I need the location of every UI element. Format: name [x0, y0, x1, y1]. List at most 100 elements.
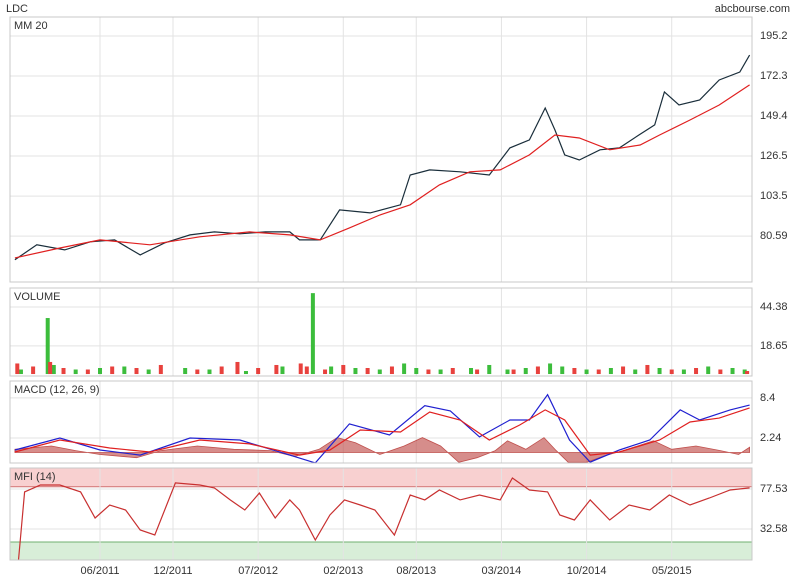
- volume-bar: [633, 369, 638, 375]
- line: [14, 84, 750, 259]
- volume-bar: [377, 369, 382, 375]
- volume-bar: [183, 368, 188, 375]
- volume-bar: [572, 368, 577, 375]
- volume-bar: [487, 364, 492, 375]
- volume-bar: [353, 368, 358, 375]
- y-tick-label: 80.59: [760, 230, 788, 242]
- volume-bar: [304, 366, 309, 375]
- volume-bar: [450, 368, 455, 375]
- volume-bar: [745, 371, 750, 375]
- y-tick-label: 2.24: [760, 432, 781, 444]
- volume-bar: [98, 368, 103, 375]
- volume-bar: [274, 364, 279, 375]
- volume-bar: [535, 366, 540, 375]
- x-tick-label: 07/2012: [238, 565, 278, 577]
- x-tick-label: 02/2013: [323, 565, 363, 577]
- volume-bar: [15, 363, 20, 375]
- y-tick-label: 126.5: [760, 150, 788, 162]
- x-tick-label: 08/2013: [396, 565, 436, 577]
- volume-bar: [310, 293, 315, 375]
- volume-bar: [51, 364, 56, 375]
- volume-bar: [73, 369, 78, 375]
- volume-bar: [235, 361, 240, 375]
- volume-bar: [402, 363, 407, 375]
- panel-frame: [9, 16, 753, 283]
- volume-bar: [475, 369, 480, 375]
- volume-bar: [134, 368, 139, 375]
- volume-bar: [621, 366, 626, 375]
- x-tick-label: 06/2011: [81, 565, 120, 577]
- volume-bar: [505, 369, 510, 375]
- panel-frame: [9, 380, 753, 464]
- y-tick-label: 8.4: [760, 392, 775, 404]
- panel-frame: [9, 467, 753, 561]
- y-tick-label: 172.3: [760, 70, 788, 82]
- volume-bar: [158, 364, 163, 375]
- volume-bar: [122, 366, 127, 375]
- volume-bar: [511, 369, 516, 375]
- y-tick-label: 18.65: [760, 340, 788, 352]
- volume-bar: [389, 366, 394, 375]
- volume-bar: [243, 371, 248, 375]
- symbol: LDC: [6, 3, 28, 15]
- volume-bar: [694, 368, 699, 375]
- volume-bar: [341, 364, 346, 375]
- y-tick-label: 195.2: [760, 30, 788, 42]
- volume-bar: [323, 369, 328, 375]
- volume-bar: [438, 369, 443, 375]
- volume-bar: [426, 369, 431, 375]
- volume-bar: [31, 366, 36, 375]
- volume-bar: [45, 318, 50, 375]
- volume-bar: [85, 369, 90, 375]
- volume-bar: [718, 369, 723, 375]
- volume-bar: [61, 368, 66, 375]
- panel-frame: [9, 287, 753, 377]
- histogram-area: [14, 437, 750, 463]
- y-tick-label: 32.58: [760, 523, 788, 535]
- line: [17, 477, 750, 561]
- x-tick-label: 10/2014: [567, 565, 607, 577]
- volume-bar: [669, 369, 674, 375]
- panel-title: MACD (12, 26, 9): [14, 384, 100, 396]
- band: [10, 541, 752, 560]
- volume-bar: [329, 366, 334, 375]
- volume-bar: [469, 368, 474, 375]
- line: [14, 407, 750, 456]
- volume-bar: [280, 366, 285, 375]
- y-tick-label: 103.5: [760, 190, 788, 202]
- x-tick-label: 03/2014: [482, 565, 522, 577]
- y-tick-label: 77.53: [760, 483, 788, 495]
- x-tick-label: 05/2015: [652, 565, 692, 577]
- volume-bar: [657, 368, 662, 375]
- panel-title: VOLUME: [14, 291, 60, 303]
- volume-bar: [365, 368, 370, 375]
- volume-bar: [596, 369, 601, 375]
- band: [10, 468, 752, 487]
- source: abcbourse.com: [715, 3, 790, 15]
- volume-bar: [645, 364, 650, 375]
- x-tick-label: 12/2011: [154, 565, 193, 577]
- volume-bar: [110, 366, 115, 375]
- volume-bar: [706, 366, 711, 375]
- legend-label: MM 20: [14, 20, 48, 32]
- volume-bar: [560, 366, 565, 375]
- volume-bar: [523, 368, 528, 375]
- volume-bar: [48, 361, 53, 375]
- volume-bar: [584, 369, 589, 375]
- volume-bar: [256, 368, 261, 375]
- volume-bar: [548, 363, 553, 375]
- volume-bar: [608, 368, 613, 375]
- y-tick-label: 44.38: [760, 301, 788, 313]
- volume-bar: [219, 366, 224, 375]
- volume-bar: [207, 369, 212, 375]
- volume-bar: [730, 368, 735, 375]
- volume-bar: [195, 369, 200, 375]
- volume-bar: [681, 369, 686, 375]
- volume-bar: [18, 369, 23, 375]
- y-tick-label: 149.4: [760, 110, 788, 122]
- volume-bar: [298, 363, 303, 375]
- panel-title: MFI (14): [14, 471, 56, 483]
